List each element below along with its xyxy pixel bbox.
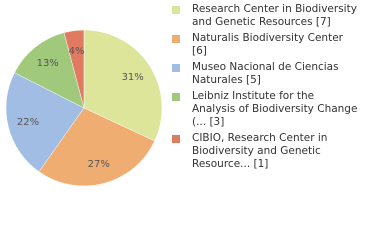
legend-swatch [172,6,180,14]
legend-label: Leibniz Institute for the Analysis of Bi… [192,90,358,128]
pie-slice [38,107,155,187]
legend-label: Research Center in Biodiversity and Gene… [192,3,357,28]
legend-swatch [172,135,180,143]
data-label: 4% [69,46,85,57]
data-label: 22% [17,117,39,128]
data-label: 13% [37,58,59,69]
legend-swatch [172,64,180,72]
data-label: 27% [88,159,110,170]
legend-item: Research Center in Biodiversity and Gene… [172,3,372,29]
data-label: 31% [122,72,144,83]
legend-item: Naturalis Biodiversity Center [6] [172,32,372,58]
pie-slice [63,29,85,109]
legend-label: CIBIO, Research Center in Biodiversity a… [192,132,328,170]
pie-slice [14,32,85,109]
pie-slice [83,29,163,142]
pie-slice [5,72,85,173]
legend-label: Naturalis Biodiversity Center [6] [192,32,343,57]
pie: 31% 27% 22% 13% 4% [5,29,163,187]
legend: Research Center in Biodiversity and Gene… [172,3,372,174]
legend-swatch [172,93,180,101]
legend-swatch [172,35,180,43]
legend-item: Museo Nacional de Ciencias Naturales [5] [172,61,372,87]
legend-item: Leibniz Institute for the Analysis of Bi… [172,90,372,129]
legend-label: Museo Nacional de Ciencias Naturales [5] [192,61,339,86]
legend-item: CIBIO, Research Center in Biodiversity a… [172,132,372,171]
